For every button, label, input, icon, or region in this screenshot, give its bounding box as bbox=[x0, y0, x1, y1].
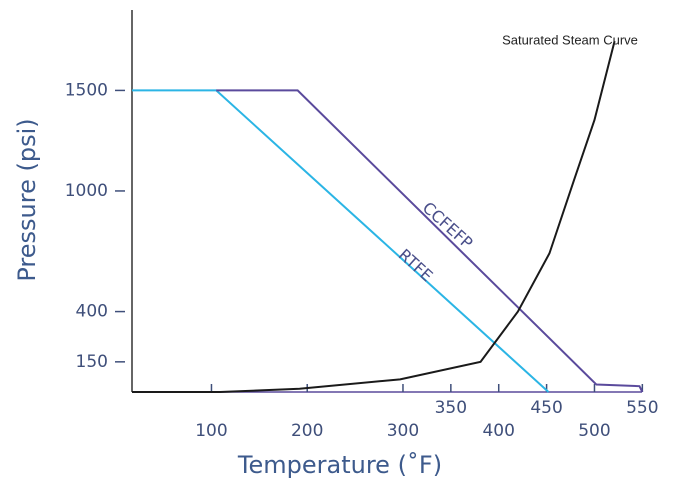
y-tick-label: 150 bbox=[76, 352, 108, 372]
x-tick-label: 550 bbox=[626, 398, 658, 418]
x-tick-label: 350 bbox=[435, 398, 467, 418]
series-line bbox=[132, 89, 550, 393]
x-tick-label: 500 bbox=[578, 421, 610, 441]
y-tick-label: 1000 bbox=[65, 181, 108, 201]
annotation: Saturated Steam Curve bbox=[502, 32, 638, 47]
annotation: RTFE bbox=[395, 245, 437, 285]
x-tick-label: 200 bbox=[291, 421, 323, 441]
y-tick-label: 1500 bbox=[65, 80, 108, 100]
x-tick-label: 300 bbox=[387, 421, 419, 441]
x-tick-label: 400 bbox=[482, 421, 514, 441]
annotation: CCFEFP bbox=[419, 198, 477, 253]
y-tick-label: 400 bbox=[76, 302, 108, 322]
y-axis-title: Pressure (psi) bbox=[13, 118, 41, 281]
x-tick-label: 450 bbox=[530, 398, 562, 418]
series-line bbox=[216, 89, 644, 393]
series-line bbox=[132, 40, 616, 393]
x-axis-title: Temperature (˚F) bbox=[237, 451, 442, 479]
x-tick-label: 100 bbox=[195, 421, 227, 441]
